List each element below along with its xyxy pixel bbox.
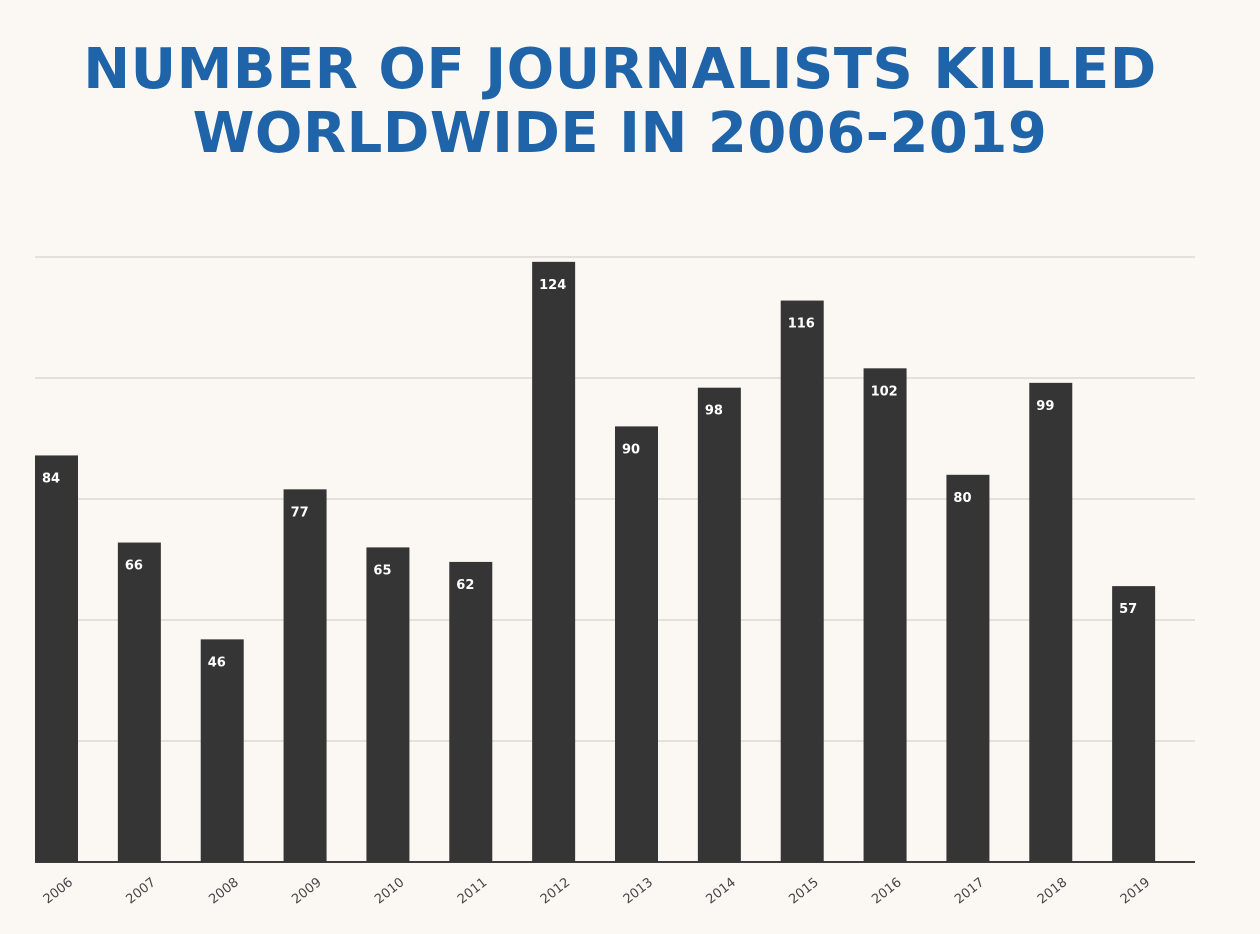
bar-value-label-2018: 99 [1036, 399, 1054, 414]
bar-value-label-2012: 124 [539, 278, 566, 293]
bar-2010 [366, 547, 410, 862]
bar-2016 [863, 368, 907, 862]
x-tick-label-2010: 2010 [372, 875, 407, 907]
bar-2007 [117, 542, 161, 862]
bar-value-label-2015: 116 [788, 317, 815, 332]
chart-title: NUMBER OF JOURNALISTS KILLED WORLDWIDE I… [0, 38, 1240, 166]
x-tick-label-2015: 2015 [786, 875, 821, 907]
x-tick-label-2008: 2008 [206, 875, 241, 907]
bar-2008 [200, 639, 244, 862]
bar-value-label-2017: 80 [953, 491, 971, 506]
x-tick-label-2018: 2018 [1035, 875, 1070, 907]
bar-value-label-2007: 66 [125, 559, 143, 574]
x-axis-tick-labels: 2006 2007 2008 2009 2010 2011 2012 2013 2014 2015… [41, 875, 1153, 907]
x-tick-label-2013: 2013 [621, 875, 656, 907]
bar-2012 [532, 261, 576, 863]
x-tick-label-2007: 2007 [124, 875, 159, 907]
bar-2019 [1112, 586, 1156, 862]
bar-2009 [283, 489, 327, 862]
bar-2017 [946, 474, 990, 862]
x-tick-label-2011: 2011 [455, 875, 490, 907]
x-tick-label-2017: 2017 [952, 875, 987, 907]
bar-2013 [615, 426, 658, 862]
x-tick-label-2012: 2012 [538, 875, 573, 907]
x-tick-label-2016: 2016 [869, 875, 904, 907]
bar-value-label-2013: 90 [622, 442, 640, 457]
bar-value-label-2009: 77 [291, 505, 309, 520]
chart-title-line-2: WORLDWIDE IN 2006-2019 [192, 101, 1048, 166]
bar-2014 [697, 387, 741, 862]
bar-2006 [35, 455, 78, 862]
bar-value-label-2008: 46 [208, 655, 226, 670]
bar-value-label-2006: 84 [42, 471, 60, 486]
chart-title-line-1: NUMBER OF JOURNALISTS KILLED [83, 37, 1157, 102]
x-tick-label-2014: 2014 [704, 875, 739, 907]
bar-2015 [780, 300, 824, 862]
x-tick-label-2006: 2006 [41, 875, 76, 907]
bar-value-label-2010: 65 [373, 563, 391, 578]
bar-value-labels: 84 66 46 77 65 62 124 90 98 116 102 80 99 57 [42, 278, 1137, 671]
bars-group [35, 261, 1156, 863]
bar-value-label-2019: 57 [1119, 602, 1137, 617]
x-tick-label-2009: 2009 [289, 875, 324, 907]
x-tick-label-2019: 2019 [1118, 875, 1153, 907]
bar-value-label-2014: 98 [705, 404, 723, 419]
bar-value-label-2016: 102 [871, 384, 898, 399]
bar-value-label-2011: 62 [456, 578, 474, 593]
bar-2011 [449, 561, 493, 862]
bar-2018 [1029, 382, 1073, 862]
